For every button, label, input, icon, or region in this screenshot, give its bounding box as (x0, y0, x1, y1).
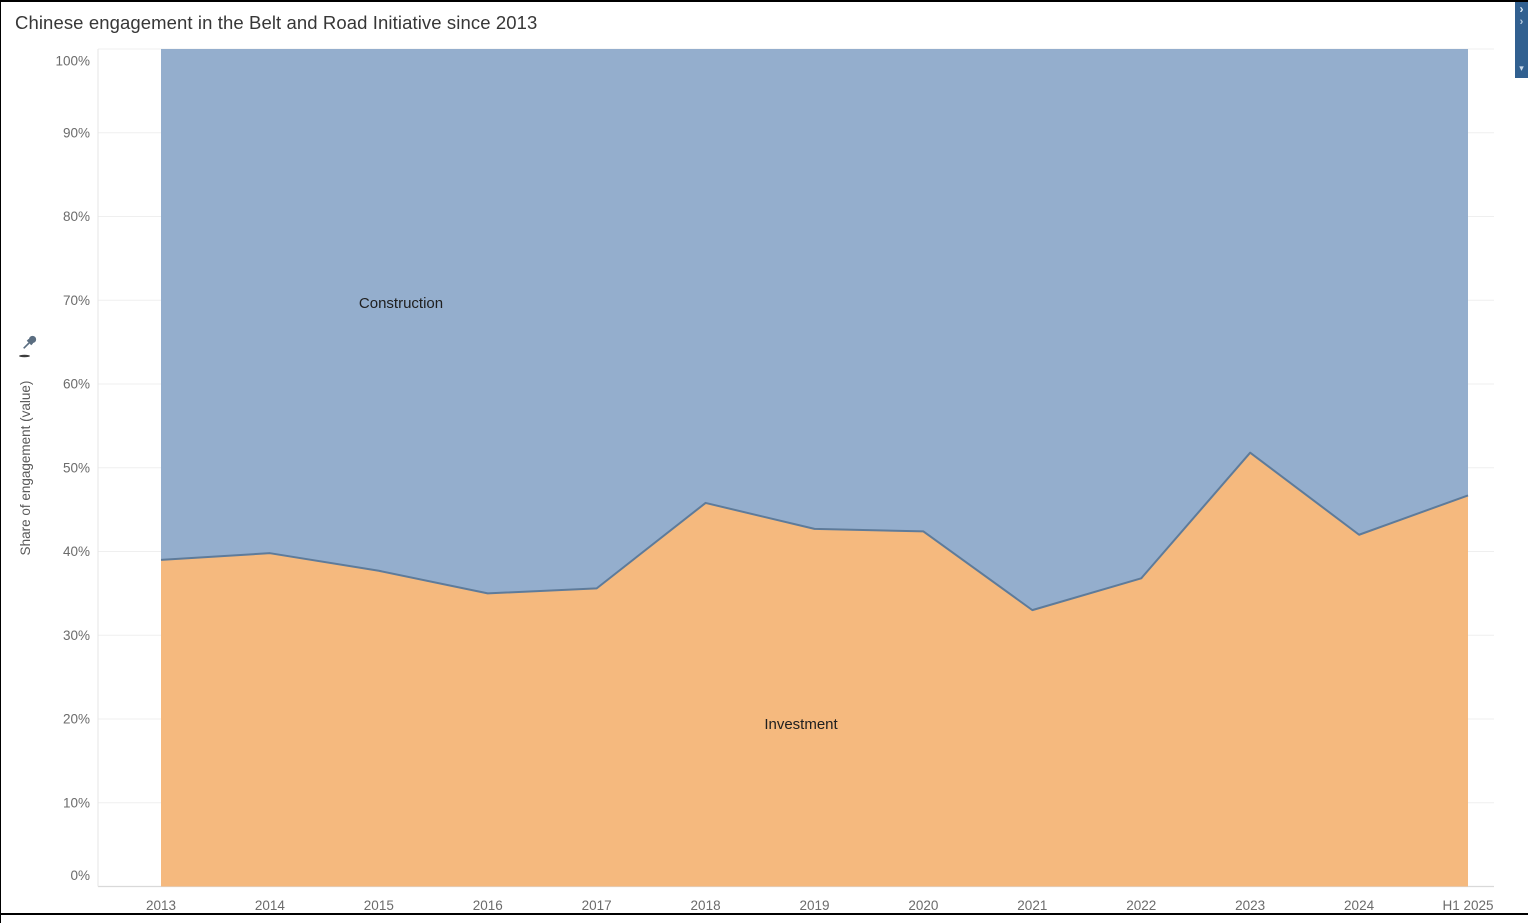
x-tick-label: 2023 (1235, 898, 1265, 913)
expand-panel-icon-secondary[interactable]: › (1519, 16, 1524, 28)
series-boundary-line (160, 451, 1469, 612)
x-tick-label: H1 2025 (1442, 898, 1493, 913)
y-tick-label-80: 80% (63, 209, 90, 224)
y-tick-label-10: 10% (63, 795, 90, 810)
x-tick-label: 2013 (146, 898, 176, 913)
expand-panel-icon[interactable]: › (1519, 2, 1524, 16)
x-tick-label: 2018 (691, 898, 721, 913)
pin-collar (26, 338, 34, 346)
y-tick-label-90: 90% (63, 125, 90, 140)
x-tick-label: 2015 (364, 898, 394, 913)
y-tick-label-70: 70% (63, 293, 90, 308)
area-label-investment: Investment (764, 716, 838, 733)
x-tick-label: 2014 (255, 898, 286, 913)
y-tick-label-30: 30% (63, 628, 90, 643)
area-construction[interactable] (161, 49, 1468, 611)
y-tick-label-40: 40% (63, 544, 90, 559)
x-tick-label: 2017 (582, 898, 612, 913)
area-label-construction: Construction (359, 295, 443, 312)
x-tick-label: 2016 (473, 898, 503, 913)
chart-title: Chinese engagement in the Belt and Road … (15, 12, 538, 33)
x-tick-label: 2024 (1344, 898, 1375, 913)
area-investment[interactable] (161, 452, 1468, 887)
x-tick-label: 2020 (908, 898, 938, 913)
panel-arrow-icon[interactable]: ▾ (1519, 63, 1524, 73)
x-tick-label: 2022 (1126, 898, 1156, 913)
y-tick-label-50: 50% (63, 460, 90, 475)
y-tick-label-20: 20% (63, 712, 90, 727)
pin-needle (23, 342, 30, 349)
window-bottom-border (1, 913, 1528, 915)
x-tick-label: 2021 (1017, 898, 1047, 913)
y-tick-label-0: 0% (70, 868, 90, 883)
y-axis-title: Share of engagement (value) (18, 381, 33, 556)
y-tick-label-100: 100% (55, 54, 90, 69)
collapsed-side-panel[interactable]: › › ▾ (1515, 2, 1528, 78)
y-tick-label-60: 60% (63, 377, 90, 392)
pin-icon[interactable] (21, 334, 37, 350)
x-tick-label: 2019 (799, 898, 829, 913)
pin-shadow (19, 354, 30, 358)
